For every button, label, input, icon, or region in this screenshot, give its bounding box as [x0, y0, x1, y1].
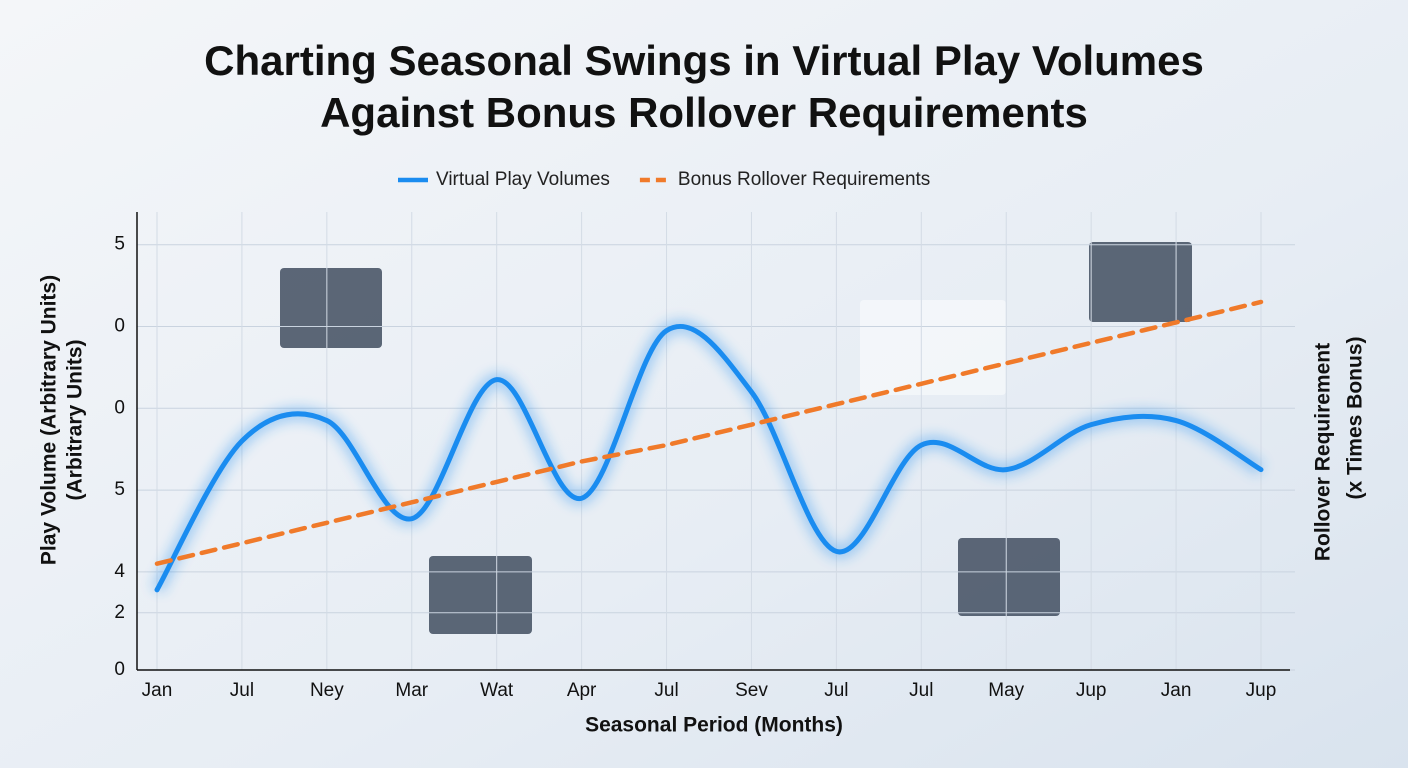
x-tick-label: Jul: [654, 680, 678, 701]
legend-label: Bonus Rollover Requirements: [678, 169, 930, 190]
x-tick-label: Jan: [1161, 680, 1192, 701]
chart-title: Against Bonus Rollover Requirements: [320, 89, 1088, 136]
y-axis-title: (Arbitrary Units): [64, 339, 87, 500]
x-tick-label: Jul: [824, 680, 848, 701]
x-tick-label: Wat: [480, 680, 514, 701]
x-tick-label: Mar: [395, 680, 428, 701]
x-axis-title: Seasonal Period (Months): [585, 714, 843, 737]
series-line: [154, 299, 1264, 566]
chart-title: Charting Seasonal Swings in Virtual Play…: [204, 37, 1204, 84]
y-tick-label: 0: [114, 316, 125, 337]
y-tick-label: 0: [114, 659, 125, 680]
y-tick-label: 4: [114, 561, 125, 582]
x-tick-label: Jan: [142, 680, 173, 701]
y2-axis-title: (x Times Bonus): [1344, 337, 1367, 500]
legend-label: Virtual Play Volumes: [436, 169, 610, 190]
y-tick-label: 5: [114, 479, 125, 500]
y-tick-label: 2: [114, 602, 125, 623]
x-tick-label: Jul: [230, 680, 254, 701]
y2-axis-title: Rollover Requirement: [1312, 343, 1335, 561]
x-tick-label: Jup: [1076, 680, 1107, 701]
x-tick-label: Jup: [1246, 680, 1277, 701]
y-axis-title: Play Volume (Arbitrary Units): [38, 275, 61, 565]
series-line: [154, 323, 1264, 593]
x-tick-label: Ney: [310, 680, 344, 701]
x-tick-label: May: [988, 680, 1024, 701]
x-tick-label: Sev: [735, 680, 768, 701]
y-tick-label: 5: [114, 234, 125, 255]
y-tick-label: 0: [114, 397, 125, 418]
x-tick-label: Jul: [909, 680, 933, 701]
x-tick-label: Apr: [567, 680, 597, 701]
